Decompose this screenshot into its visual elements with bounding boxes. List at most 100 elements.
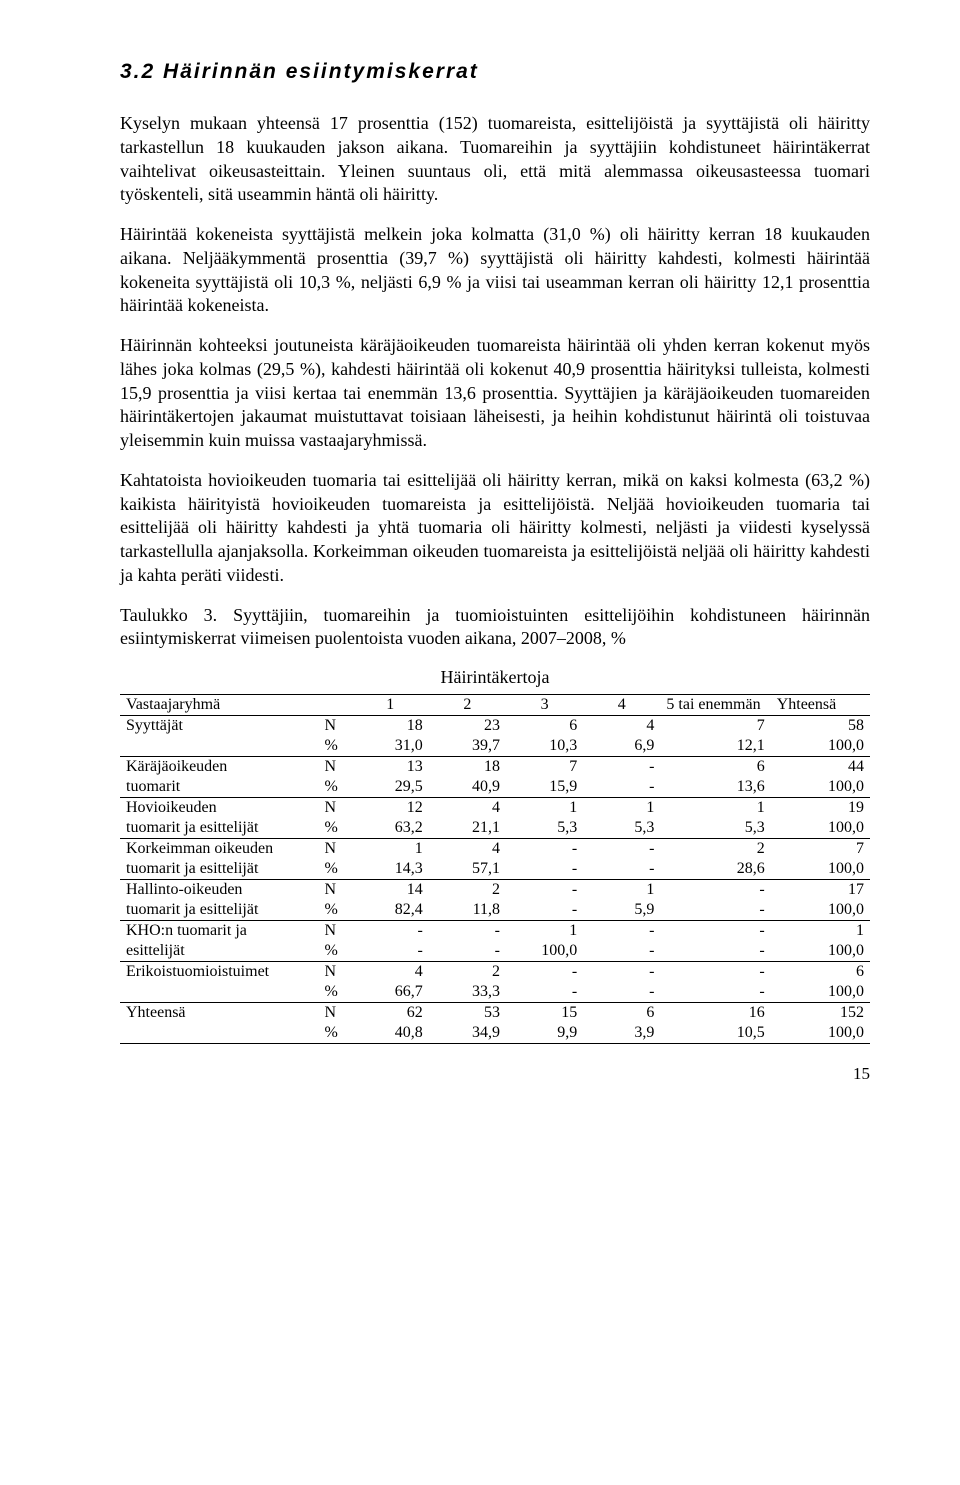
- body-paragraph: Kahtatoista hovioikeuden tuomaria tai es…: [120, 469, 870, 588]
- cell-value: 152: [771, 1003, 870, 1024]
- cell-value: 15,9: [506, 777, 583, 798]
- table-header-row: Vastaajaryhmä 1 2 3 4 5 tai enemmän Yhte…: [120, 695, 870, 716]
- cell-value: 4: [429, 798, 506, 819]
- row-label: tuomarit ja esittelijät: [120, 859, 319, 880]
- row-n-label: N: [319, 1003, 352, 1024]
- row-label: Korkeimman oikeuden: [120, 839, 319, 860]
- cell-value: 5,3: [660, 818, 770, 839]
- row-n-label: N: [319, 839, 352, 860]
- row-label: Yhteensä: [120, 1003, 319, 1024]
- table-row: YhteensäN625315616152: [120, 1003, 870, 1024]
- cell-value: 28,6: [660, 859, 770, 880]
- cell-value: 6: [506, 716, 583, 737]
- cell-value: -: [506, 900, 583, 921]
- cell-value: 100,0: [771, 777, 870, 798]
- cell-value: -: [583, 962, 660, 983]
- cell-value: -: [583, 839, 660, 860]
- cell-value: 10,3: [506, 736, 583, 757]
- row-n-label: N: [319, 798, 352, 819]
- table-row: esittelijät%--100,0--100,0: [120, 941, 870, 962]
- cell-value: -: [660, 982, 770, 1003]
- cell-value: 39,7: [429, 736, 506, 757]
- cell-value: 4: [352, 962, 429, 983]
- table-body: SyyttäjätN182364758%31,039,710,36,912,11…: [120, 716, 870, 1044]
- cell-value: 100,0: [771, 941, 870, 962]
- cell-value: 34,9: [429, 1023, 506, 1044]
- cell-value: 2: [660, 839, 770, 860]
- cell-value: 100,0: [506, 941, 583, 962]
- cell-value: 63,2: [352, 818, 429, 839]
- row-pct-label: %: [319, 777, 352, 798]
- cell-value: 12: [352, 798, 429, 819]
- table-header-col: Yhteensä: [771, 695, 870, 716]
- cell-value: -: [583, 941, 660, 962]
- table-row: tuomarit%29,540,915,9-13,6100,0: [120, 777, 870, 798]
- row-pct-label: %: [319, 982, 352, 1003]
- table-row: %31,039,710,36,912,1100,0: [120, 736, 870, 757]
- table-row: ErikoistuomioistuimetN42---6: [120, 962, 870, 983]
- cell-value: 66,7: [352, 982, 429, 1003]
- row-label: tuomarit: [120, 777, 319, 798]
- row-label: Syyttäjät: [120, 716, 319, 737]
- section-heading: 3.2 Häirinnän esiintymiskerrat: [120, 60, 870, 84]
- cell-value: 15: [506, 1003, 583, 1024]
- cell-value: 3,9: [583, 1023, 660, 1044]
- table-title-paragraph: Taulukko 3. Syyttäjiin, tuomareihin ja t…: [120, 604, 870, 652]
- table-row: %66,733,3---100,0: [120, 982, 870, 1003]
- cell-value: 2: [429, 962, 506, 983]
- table-header-group: Vastaajaryhmä: [120, 695, 319, 716]
- cell-value: 9,9: [506, 1023, 583, 1044]
- cell-value: 19: [771, 798, 870, 819]
- cell-value: 7: [506, 757, 583, 778]
- cell-value: 5,3: [506, 818, 583, 839]
- cell-value: -: [583, 777, 660, 798]
- table-header-col: 3: [506, 695, 583, 716]
- cell-value: -: [583, 757, 660, 778]
- cell-value: -: [583, 921, 660, 942]
- cell-value: 100,0: [771, 736, 870, 757]
- cell-value: -: [506, 859, 583, 880]
- row-n-label: N: [319, 716, 352, 737]
- page-number: 15: [120, 1064, 870, 1084]
- cell-value: 2: [429, 880, 506, 901]
- cell-value: 14,3: [352, 859, 429, 880]
- row-label: Erikoistuomioistuimet: [120, 962, 319, 983]
- table-row: tuomarit ja esittelijät%82,411,8-5,9-100…: [120, 900, 870, 921]
- table-row: SyyttäjätN182364758: [120, 716, 870, 737]
- row-n-label: N: [319, 921, 352, 942]
- cell-value: 11,8: [429, 900, 506, 921]
- cell-value: 100,0: [771, 900, 870, 921]
- cell-value: -: [506, 880, 583, 901]
- body-paragraph: Häirintää kokeneista syyttäjistä melkein…: [120, 223, 870, 318]
- cell-value: 21,1: [429, 818, 506, 839]
- cell-value: 1: [660, 798, 770, 819]
- row-label: [120, 1023, 319, 1044]
- cell-value: 17: [771, 880, 870, 901]
- row-label: Käräjäoikeuden: [120, 757, 319, 778]
- cell-value: 23: [429, 716, 506, 737]
- row-n-label: N: [319, 880, 352, 901]
- cell-value: -: [660, 921, 770, 942]
- cell-value: 13,6: [660, 777, 770, 798]
- row-label: tuomarit ja esittelijät: [120, 900, 319, 921]
- table-row: %40,834,99,93,910,5100,0: [120, 1023, 870, 1044]
- cell-value: -: [660, 900, 770, 921]
- cell-value: -: [583, 982, 660, 1003]
- cell-value: -: [429, 921, 506, 942]
- cell-value: -: [660, 941, 770, 962]
- row-pct-label: %: [319, 818, 352, 839]
- row-label: KHO:n tuomarit ja: [120, 921, 319, 942]
- row-pct-label: %: [319, 859, 352, 880]
- cell-value: -: [429, 941, 506, 962]
- row-n-label: N: [319, 962, 352, 983]
- table-header-col: 4: [583, 695, 660, 716]
- cell-value: -: [352, 941, 429, 962]
- cell-value: 1: [506, 798, 583, 819]
- row-n-label: N: [319, 757, 352, 778]
- table-caption: Häirintäkertoja: [120, 667, 870, 688]
- row-pct-label: %: [319, 941, 352, 962]
- row-label: tuomarit ja esittelijät: [120, 818, 319, 839]
- cell-value: 6: [660, 757, 770, 778]
- cell-value: -: [352, 921, 429, 942]
- cell-value: 13: [352, 757, 429, 778]
